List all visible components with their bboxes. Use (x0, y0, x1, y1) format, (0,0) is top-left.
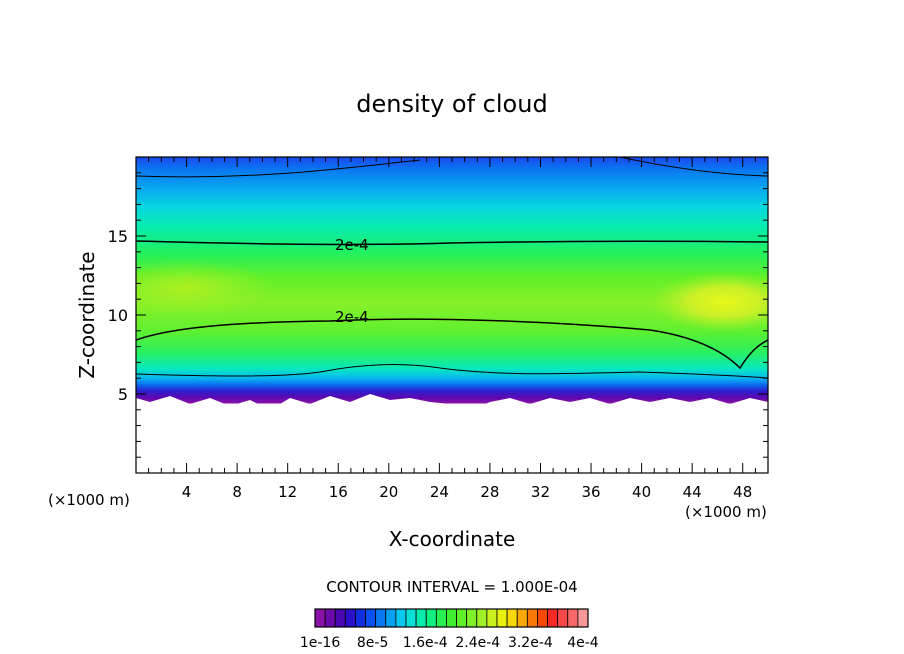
x-tick-label: 36 (581, 483, 600, 501)
x-tick-label: 4 (182, 483, 192, 501)
colorbar-swatch (476, 608, 488, 628)
colorbar-swatch (466, 608, 478, 628)
contour-label: 2e-4 (335, 236, 369, 254)
max-region-left (136, 260, 275, 316)
x-tick-label: 20 (379, 483, 398, 501)
colorbar-swatch (435, 608, 447, 628)
colorbar-swatch (365, 608, 377, 628)
colorbar-swatch (456, 608, 468, 628)
colorbar-labels: 1e-16 8e-5 1.6e-4 2.4e-4 3.2e-4 4e-4 (300, 635, 599, 651)
colorbar-swatch (486, 608, 498, 628)
x-tick-label: 44 (683, 483, 702, 501)
x-axis: 4 8 12 16 20 24 28 32 36 40 44 48 (135, 157, 769, 501)
colorbar-swatch (405, 608, 417, 628)
colorbar-swatch (516, 608, 528, 628)
colorbar-swatch (314, 608, 326, 628)
colorbar-swatch (344, 608, 356, 628)
colorbar-swatch (537, 608, 548, 628)
colorbar-swatch (547, 608, 559, 628)
y-axis-label: Z-coordinate (75, 251, 99, 378)
contour-interval-label: CONTOUR INTERVAL = 1.000E-04 (326, 578, 577, 596)
colorbar-swatch (577, 608, 589, 628)
contour-label: 2e-4 (335, 308, 369, 326)
colorbar-swatch (506, 608, 518, 628)
contour-2e-4-lower (136, 318, 768, 370)
colorbar-swatch (355, 608, 366, 628)
colorbar-tick-label: 1.6e-4 (403, 635, 448, 651)
plot-area (136, 157, 768, 473)
colorbar-swatch (375, 608, 387, 628)
colorbar-swatch (425, 608, 437, 628)
colorbar-swatch (557, 608, 569, 628)
x-unit-right: (×1000 m) (685, 503, 767, 521)
colorbar-tick-label: 1e-16 (300, 635, 340, 651)
colorbar-swatch (395, 608, 407, 628)
x-axis-label: X-coordinate (389, 527, 516, 551)
max-region-right (650, 272, 768, 332)
contour-2e-4-upper (136, 240, 768, 246)
x-tick-label: 24 (430, 483, 449, 501)
x-tick-label: 12 (278, 483, 297, 501)
colorbar-swatch (567, 608, 579, 628)
colorbar-swatch (324, 608, 336, 628)
chart-title: density of cloud (356, 90, 547, 118)
contour-top (136, 159, 421, 178)
colorbar-swatch (334, 608, 346, 628)
cloud-base-edge (136, 394, 768, 410)
colorbar-swatch (415, 608, 427, 628)
y-tick-label: 15 (108, 227, 128, 246)
y-tick-label: 5 (118, 385, 128, 404)
y-tick-label: 10 (108, 306, 128, 325)
colorbar (314, 608, 589, 628)
x-tick-label: 40 (632, 483, 651, 501)
x-tick-label: 48 (733, 483, 752, 501)
colorbar-swatch (496, 608, 508, 628)
x-tick-label: 8 (232, 483, 242, 501)
colorbar-swatch (526, 608, 538, 628)
contour-labels: 2e-4 2e-4 (335, 236, 369, 326)
x-tick-label: 32 (531, 483, 550, 501)
x-tick-label: 28 (480, 483, 499, 501)
colorbar-tick-label: 8e-5 (357, 635, 388, 651)
colorbar-swatch (446, 608, 457, 628)
colorbar-swatch (385, 608, 397, 628)
colorbar-frame (314, 608, 589, 628)
y-axis: 5 10 15 (108, 156, 768, 474)
colorbar-tick-label: 4e-4 (567, 635, 599, 651)
contour-cloud-base (136, 364, 768, 379)
contour-top-right (619, 157, 768, 177)
colorbar-tick-label: 2.4e-4 (455, 635, 500, 651)
colorbar-tick-label: 3.2e-4 (508, 635, 553, 651)
x-unit-left: (×1000 m) (48, 491, 130, 509)
x-tick-label: 16 (329, 483, 348, 501)
